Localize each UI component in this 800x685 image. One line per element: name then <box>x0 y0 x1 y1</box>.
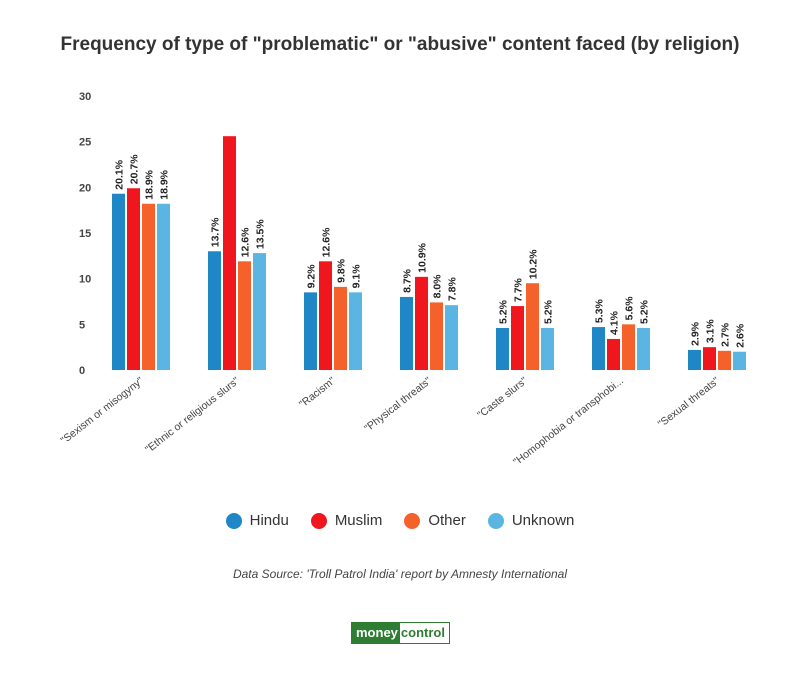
data-label: 4.1% <box>609 310 621 335</box>
legend-swatch <box>404 512 421 529</box>
bar-hindu <box>688 349 701 370</box>
bar-unknown <box>637 327 650 370</box>
data-label: 12.6% <box>321 227 333 257</box>
data-label: 9.8% <box>336 258 348 283</box>
bar-muslim <box>319 261 332 370</box>
legend-item-unknown: Unknown <box>487 512 575 529</box>
chart-title: Frequency of type of "problematic" or "a… <box>60 34 740 55</box>
bar-hindu <box>208 251 221 370</box>
logo-part-money: money <box>352 623 400 643</box>
bar-unknown <box>733 351 746 370</box>
x-tick-label: "Physical threats" <box>362 375 434 435</box>
x-tick-label: "Caste slurs" <box>475 375 530 422</box>
data-label: 5.2% <box>639 299 651 324</box>
y-tick-label: 0 <box>79 365 85 377</box>
bar-other <box>622 324 635 370</box>
bar-hindu <box>112 193 125 370</box>
y-tick-label: 30 <box>79 91 91 103</box>
bar-other <box>238 261 251 370</box>
legend-swatch <box>487 512 504 529</box>
bar-muslim <box>223 136 236 370</box>
data-label: 13.5% <box>255 219 267 249</box>
bar-muslim <box>415 276 428 370</box>
bar-unknown <box>541 327 554 370</box>
bar-muslim <box>703 347 716 370</box>
data-label: 5.3% <box>594 298 606 323</box>
bar-unknown <box>253 253 266 370</box>
data-label: 9.1% <box>351 264 363 289</box>
data-label: 5.2% <box>543 299 555 324</box>
data-label: 2.7% <box>720 322 732 347</box>
x-tick-label: "Racism" <box>297 375 338 411</box>
y-tick-label: 20 <box>79 182 91 194</box>
legend-swatch <box>310 512 327 529</box>
bar-unknown <box>445 305 458 370</box>
bar-muslim <box>511 306 524 370</box>
y-tick-label: 15 <box>79 228 91 240</box>
bar-other <box>430 302 443 370</box>
bar-unknown <box>349 292 362 370</box>
data-label: 3.1% <box>705 319 717 344</box>
y-tick-label: 25 <box>79 137 91 149</box>
legend-label: Unknown <box>511 512 575 529</box>
bar-hindu <box>304 292 317 370</box>
y-tick-label: 10 <box>79 274 91 286</box>
legend: Hindu Muslim Other Unknown <box>0 512 800 529</box>
legend-label: Hindu <box>249 512 289 529</box>
logo-part-control: control <box>399 623 449 643</box>
data-label: 5.2% <box>498 299 510 324</box>
data-label: 7.8% <box>447 277 459 302</box>
x-tick-label: "Sexual threats" <box>656 375 722 431</box>
bar-unknown <box>157 203 170 370</box>
x-tick-label: "Ethnic or religious slurs" <box>143 375 242 456</box>
legend-swatch <box>225 512 242 529</box>
bar-other <box>718 350 731 370</box>
legend-item-hindu: Hindu <box>225 512 289 529</box>
data-label: 7.7% <box>513 277 525 302</box>
data-source-note: Data Source: 'Troll Patrol India' report… <box>232 567 568 581</box>
legend-item-other: Other <box>404 512 466 529</box>
data-label: 9.2% <box>306 264 318 289</box>
data-label: 5.6% <box>624 296 636 321</box>
data-label: 20.1% <box>114 159 126 189</box>
data-label: 20.7% <box>129 154 141 184</box>
moneycontrol-logo: money control <box>351 622 450 644</box>
bar-other <box>334 286 347 370</box>
bar-muslim <box>127 188 140 370</box>
legend-label: Muslim <box>334 512 383 529</box>
data-label: 8.7% <box>402 268 414 293</box>
bar-hindu <box>592 327 605 370</box>
y-tick-label: 5 <box>79 319 85 331</box>
bar-hindu <box>496 327 509 370</box>
data-label: 13.7% <box>210 217 222 247</box>
legend-label: Other <box>428 512 466 529</box>
x-tick-label: "Sexism or misogyny" <box>59 375 147 447</box>
data-label: 10.9% <box>417 242 429 272</box>
data-label: 8.0% <box>432 274 444 299</box>
legend-item-muslim: Muslim <box>310 512 383 529</box>
bar-other <box>142 203 155 370</box>
bar-hindu <box>400 296 413 370</box>
data-label: 12.6% <box>240 227 252 257</box>
data-label: 2.6% <box>735 323 747 348</box>
data-label: 2.9% <box>690 321 702 346</box>
data-label: 10.2% <box>528 249 540 279</box>
data-label: 18.9% <box>159 169 171 199</box>
bar-muslim <box>607 338 620 370</box>
bar-other <box>526 283 539 370</box>
x-tick-label: "Homophobia or transphobi... <box>511 375 626 468</box>
data-label: 18.9% <box>144 169 156 199</box>
